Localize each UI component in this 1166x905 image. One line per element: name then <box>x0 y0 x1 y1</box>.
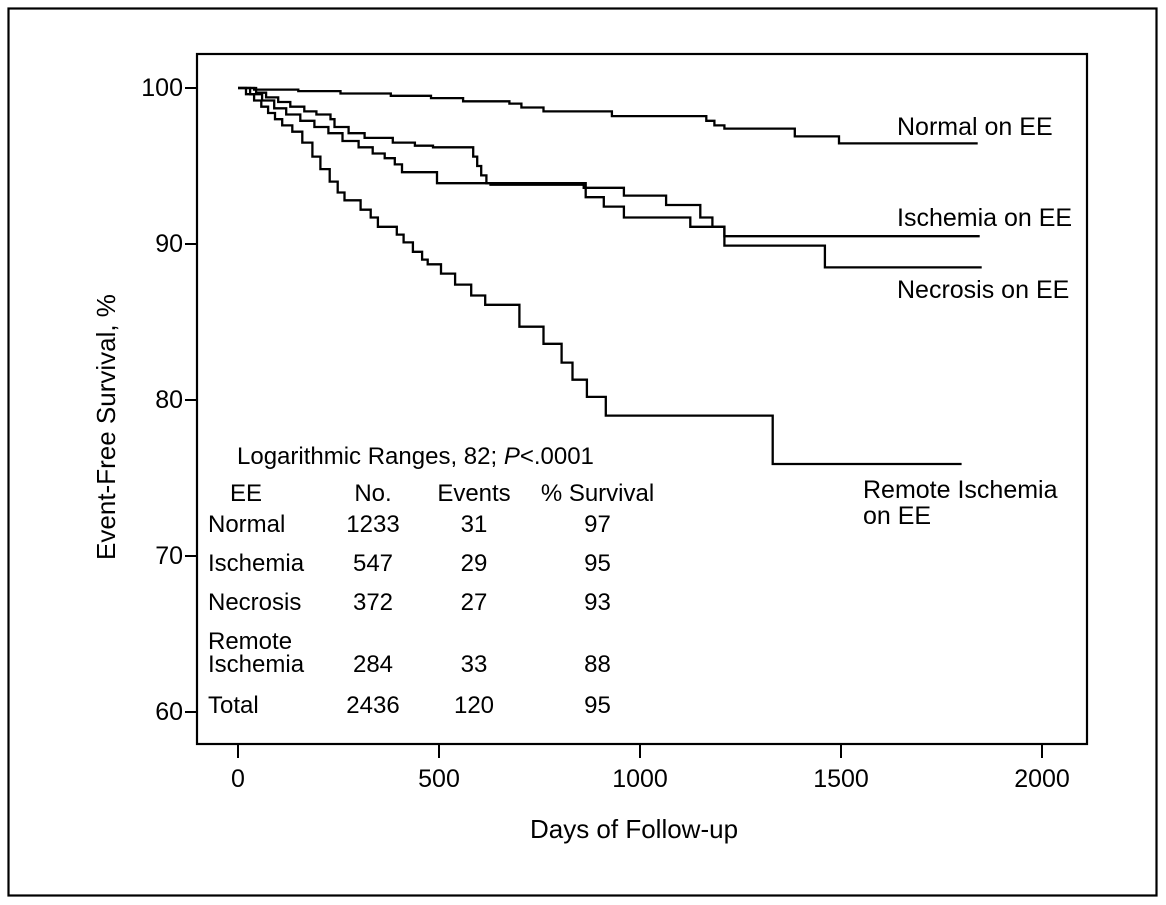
row-survival: 93 <box>584 589 611 616</box>
curve-label-remote-line1: Remote Ischemia <box>863 476 1058 504</box>
row-label: Necrosis <box>208 589 302 616</box>
header-survival: % Survival <box>540 480 655 507</box>
figure-border <box>7 7 1158 897</box>
row-events: 31 <box>460 511 488 538</box>
curve-necrosis-on-ee <box>238 86 982 269</box>
row-label: Total <box>208 692 259 719</box>
xtick-1000: 1000 <box>612 765 668 793</box>
xtick-500: 500 <box>418 765 460 793</box>
row-survival: 95 <box>584 550 611 577</box>
table-row: Remote Ischemia 284 33 88 <box>208 629 688 683</box>
row-label-line2: Ischemia <box>208 651 305 678</box>
curve-label-ischemia: Ischemia on EE <box>897 204 1073 232</box>
row-events: 33 <box>460 651 488 678</box>
curve-remote-ischemia-on-ee <box>238 86 962 466</box>
table-header-row: EE No. Events % Survival <box>208 481 688 511</box>
row-label: Ischemia <box>208 550 305 577</box>
row-no: 2436 <box>346 692 400 719</box>
curve-label-normal: Normal on EE <box>897 113 1053 141</box>
curve-normal-on-ee <box>238 86 978 145</box>
xtick-0: 0 <box>231 765 245 793</box>
table-row-total: Total 2436 120 95 <box>208 693 688 723</box>
row-events: 120 <box>453 692 495 719</box>
table-row: Necrosis 372 27 93 <box>208 590 688 620</box>
curve-label-remote-ischemia: Remote Ischemia on EE <box>863 477 1058 529</box>
curve-ischemia-on-ee <box>238 86 980 238</box>
curve-label-remote-line2: on EE <box>863 502 932 530</box>
y-axis-ticks <box>185 87 197 713</box>
row-no: 284 <box>352 651 394 678</box>
row-events: 27 <box>460 589 488 616</box>
curve-label-necrosis: Necrosis on EE <box>897 276 1070 304</box>
xtick-2000: 2000 <box>1014 765 1070 793</box>
row-label-line1: Remote <box>208 628 293 655</box>
inset-stats-table: Logarithmic Ranges, 82; P<.0001 EE No. E… <box>208 441 688 726</box>
x-axis-ticks <box>237 744 1043 758</box>
row-survival: 88 <box>584 651 611 678</box>
row-label: Normal <box>208 511 286 538</box>
ytick-100: 100 <box>141 74 183 102</box>
ytick-60: 60 <box>155 698 183 726</box>
logrank-statistic: Logarithmic Ranges, 82; P<.0001 <box>237 443 594 471</box>
x-axis-title: Days of Follow-up <box>529 814 739 844</box>
table-row: Normal 1233 31 97 <box>208 512 688 542</box>
header-ee: EE <box>229 480 262 507</box>
ytick-90: 90 <box>155 230 183 258</box>
y-axis-title: Event-Free Survival, % <box>91 294 121 560</box>
row-events: 29 <box>460 550 488 577</box>
stat-prefix: Logarithmic Ranges, 82; <box>237 443 504 470</box>
table-row: Ischemia 547 29 95 <box>208 551 688 581</box>
header-events: Events <box>437 480 511 507</box>
ytick-70: 70 <box>155 542 183 570</box>
row-survival: 95 <box>584 692 611 719</box>
ytick-80: 80 <box>155 386 183 414</box>
header-no: No. <box>354 480 392 507</box>
row-no: 1233 <box>346 511 400 538</box>
row-survival: 97 <box>584 511 611 538</box>
stat-p-symbol: P <box>503 443 520 470</box>
row-no: 547 <box>352 550 394 577</box>
row-no: 372 <box>352 589 394 616</box>
stat-p-value: <.0001 <box>519 443 594 470</box>
xtick-1500: 1500 <box>813 765 869 793</box>
